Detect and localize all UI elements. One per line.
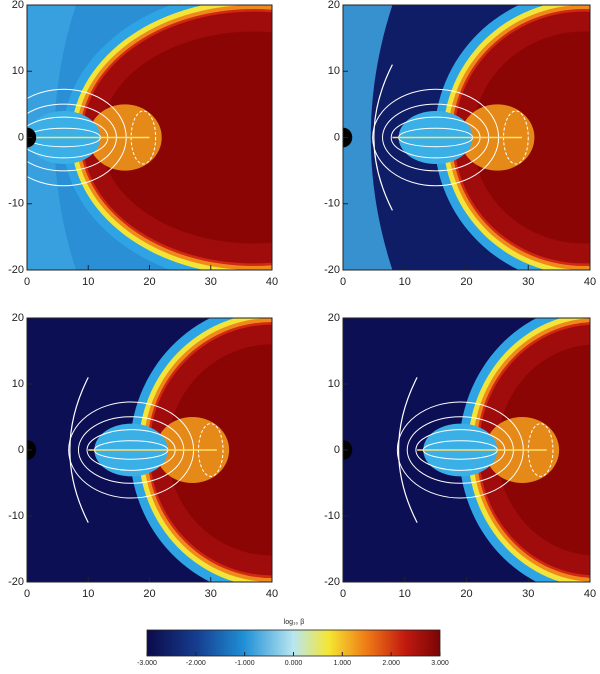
y-tick-label: -10 [8, 198, 24, 210]
x-tick-label: 10 [399, 588, 411, 600]
x-tick-label: 0 [340, 588, 346, 600]
y-tick-label: -20 [8, 576, 24, 588]
x-tick-label: 20 [143, 588, 155, 600]
x-tick-label: 0 [340, 276, 346, 288]
colorbar-tick-label: 3.000 [431, 660, 449, 667]
x-tick-label: 20 [460, 588, 472, 600]
x-tick-label: 20 [460, 276, 472, 288]
y-tick-label: 0 [18, 444, 24, 456]
y-tick-label: -10 [324, 510, 340, 522]
field [343, 318, 590, 582]
y-tick-label: -20 [324, 576, 340, 588]
y-tick-label: 20 [328, 312, 340, 324]
colorbar-tick-label: 1.000 [334, 660, 352, 667]
field [27, 318, 272, 582]
x-tick-label: 30 [522, 588, 534, 600]
y-tick-label: 10 [328, 65, 340, 77]
colorbar-tick-label: -2.000 [186, 660, 206, 667]
colorbar: log₁₀ β -3.000 -2.000 -1.000 0.000 1.000 2.00… [137, 619, 449, 667]
y-tick-label: 20 [12, 312, 24, 324]
y-tick-label: -10 [324, 198, 340, 210]
y-tick-label: 0 [334, 444, 340, 456]
x-tick-label: 40 [266, 276, 278, 288]
contour [398, 377, 418, 523]
y-tick-label: 20 [12, 0, 24, 11]
panel: 0 10 20 30 40 -20 -10 0 10 20 [8, 312, 278, 600]
panel: 0 10 20 30 40 -20 -10 0 10 20 [324, 312, 596, 600]
colorbar-gradient [146, 629, 441, 657]
y-tick-label: 20 [328, 0, 340, 11]
y-tick-label: -20 [324, 264, 340, 276]
x-tick-label: 10 [399, 276, 411, 288]
x-tick-label: 20 [143, 276, 155, 288]
left-region [27, 318, 76, 582]
y-tick-label: -10 [8, 510, 24, 522]
contour [373, 64, 393, 211]
x-tick-label: 0 [24, 588, 30, 600]
x-tick-label: 10 [82, 276, 94, 288]
colorbar-tick-label: 2.000 [382, 660, 400, 667]
colorbar-tick-label: 0.000 [285, 660, 303, 667]
colorbar-tick-label: -3.000 [137, 660, 157, 667]
x-tick-label: 10 [82, 588, 94, 600]
left-region [343, 318, 393, 582]
field [343, 5, 590, 270]
x-tick-label: 0 [24, 276, 30, 288]
y-tick-label: 10 [328, 378, 340, 390]
panel: 0 10 20 30 40 -20 -10 0 10 20 [324, 0, 596, 288]
colorbar-title: log₁₀ β [284, 619, 305, 626]
x-tick-label: 40 [584, 276, 596, 288]
left-region [343, 5, 393, 270]
y-tick-label: 0 [334, 131, 340, 143]
x-tick-label: 40 [584, 588, 596, 600]
colorbar-tick-label: -1.000 [235, 660, 255, 667]
y-tick-label: -20 [8, 264, 24, 276]
y-tick-label: 10 [12, 378, 24, 390]
shock-layer [100, 31, 272, 244]
x-tick-label: 30 [205, 588, 217, 600]
x-tick-label: 40 [266, 588, 278, 600]
y-tick-label: 10 [12, 65, 24, 77]
x-tick-label: 30 [205, 276, 217, 288]
contour [69, 377, 89, 523]
y-tick-label: 0 [18, 131, 24, 143]
x-tick-label: 30 [522, 276, 534, 288]
panel: 0 10 20 30 40 -20 -10 0 10 20 [8, 0, 278, 288]
field [27, 5, 272, 270]
